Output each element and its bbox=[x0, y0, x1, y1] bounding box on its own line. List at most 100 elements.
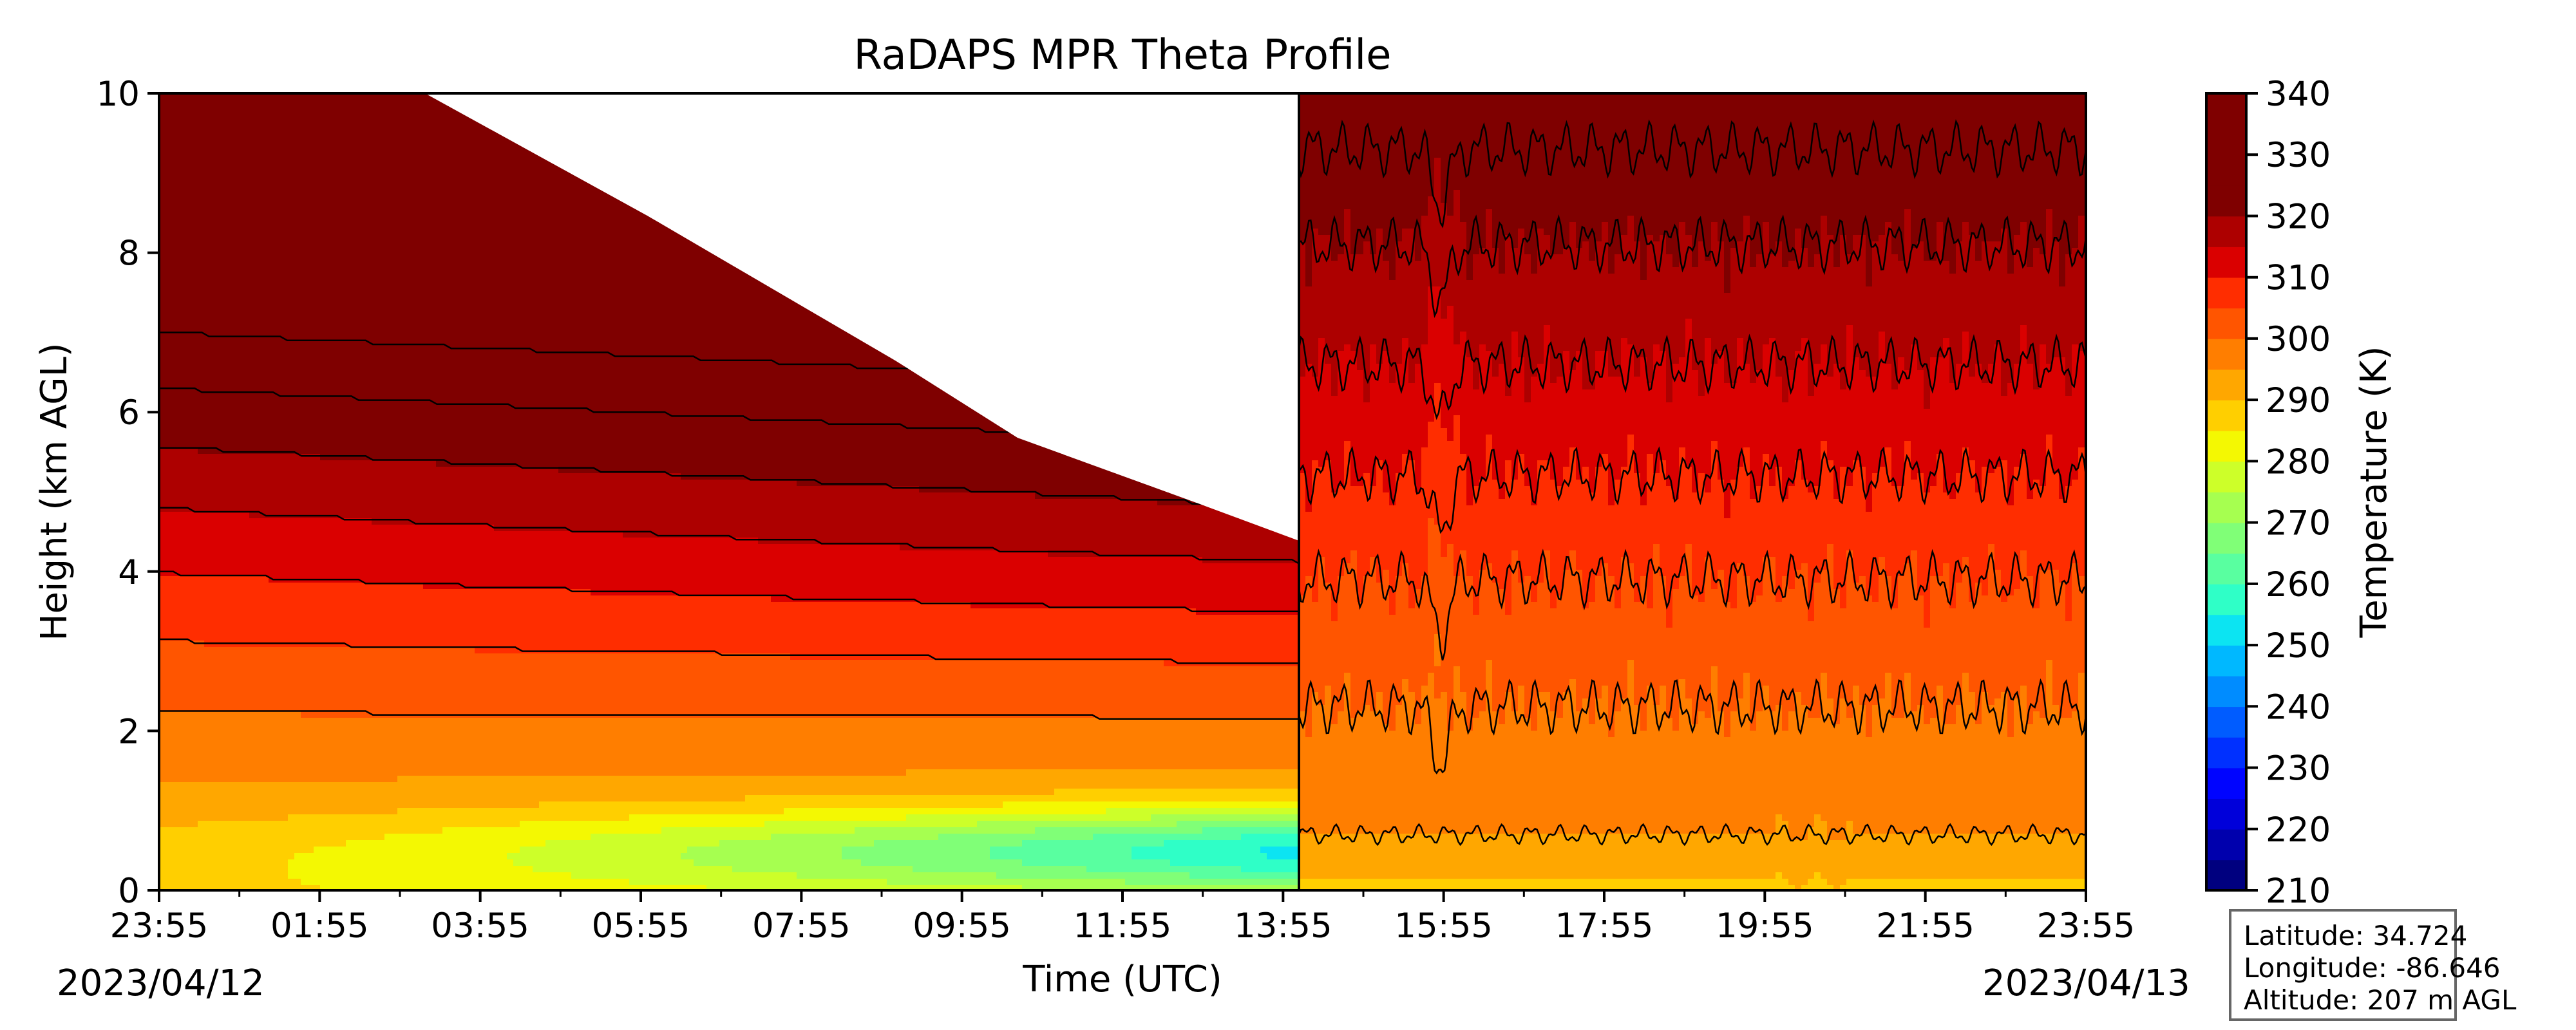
contour-cell bbox=[1795, 467, 1802, 474]
contour-cell bbox=[1615, 480, 1641, 487]
contour-cell bbox=[2040, 583, 2066, 590]
contour-cell bbox=[1299, 119, 2086, 126]
contour-cell bbox=[1821, 222, 1828, 229]
contour-cell bbox=[1911, 454, 1937, 461]
contour-cell bbox=[1891, 460, 1905, 467]
contour-cell bbox=[1505, 364, 1512, 371]
contour-cell bbox=[159, 351, 1299, 358]
contour-cell bbox=[436, 460, 1299, 467]
contour-cell bbox=[2027, 692, 2047, 699]
contour-cell bbox=[1595, 480, 1609, 487]
contour-cell bbox=[159, 615, 1299, 622]
contour-cell bbox=[1415, 718, 1422, 725]
contour-cell bbox=[1022, 885, 1299, 890]
contour-cell bbox=[2027, 454, 2047, 461]
contour-cell bbox=[2059, 254, 2066, 261]
contour-cell bbox=[1582, 377, 1596, 384]
contour-cell bbox=[1550, 370, 1564, 377]
contour-cell bbox=[1833, 563, 1847, 570]
contour-cell bbox=[1370, 389, 1435, 397]
contour-cell bbox=[1724, 286, 1731, 294]
contour-cell bbox=[1299, 280, 1306, 287]
contour-cell bbox=[1299, 344, 1319, 351]
contour-cell bbox=[1724, 731, 1731, 738]
contour-cell bbox=[1608, 486, 1615, 493]
contour-cell bbox=[1531, 383, 1583, 390]
contour-cell bbox=[1782, 576, 1789, 583]
contour-cell bbox=[1132, 853, 1267, 860]
contour-cell bbox=[1499, 711, 1506, 718]
contour-cell bbox=[1454, 718, 1467, 725]
contour-cell bbox=[159, 570, 1299, 577]
contour-cell bbox=[1782, 396, 1789, 403]
contour-cell bbox=[2020, 563, 2027, 570]
contour-cell bbox=[2001, 589, 2014, 596]
contour-cell bbox=[771, 595, 1299, 603]
contour-cell bbox=[1872, 480, 1892, 487]
contour-cell bbox=[1305, 254, 1312, 261]
contour-cell bbox=[1415, 235, 1422, 242]
contour-cell bbox=[1421, 576, 1473, 583]
contour-cell bbox=[1299, 744, 2086, 751]
contour-cell bbox=[159, 467, 559, 474]
contour-cell bbox=[1962, 357, 1969, 364]
contour-cell bbox=[1350, 686, 1403, 693]
contour-cell bbox=[1537, 370, 1551, 377]
contour-cell bbox=[2078, 222, 2085, 229]
contour-cell bbox=[1383, 692, 1403, 699]
contour-cell bbox=[1692, 705, 1712, 712]
contour-cell bbox=[2078, 229, 2085, 236]
contour-cell bbox=[1299, 679, 1345, 686]
contour-cell bbox=[1383, 357, 1390, 364]
contour-cell bbox=[2020, 344, 2027, 351]
contour-cell bbox=[2007, 267, 2014, 274]
contour-cell bbox=[1930, 608, 2066, 615]
contour-cell bbox=[1608, 351, 1622, 358]
contour-cell bbox=[2052, 467, 2079, 474]
contour-cell bbox=[1891, 222, 1905, 229]
contour-cell bbox=[1338, 583, 1358, 590]
contour-cell bbox=[1331, 389, 1338, 397]
contour-cell bbox=[1988, 589, 2002, 596]
contour-cell bbox=[1370, 563, 1377, 570]
contour-cell bbox=[1833, 467, 1841, 474]
contour-cell bbox=[1492, 673, 1628, 680]
contour-cell bbox=[1788, 583, 1795, 590]
contour-cell bbox=[1795, 698, 1802, 706]
contour-cell bbox=[1949, 370, 1956, 377]
contour-cell bbox=[372, 518, 1299, 525]
contour-cell bbox=[1666, 608, 1673, 615]
contour-cell bbox=[1640, 480, 1647, 487]
contour-cell bbox=[1692, 570, 1705, 577]
contour-cell bbox=[2059, 473, 2079, 480]
contour-cell bbox=[1866, 576, 1879, 583]
contour-cell bbox=[1421, 583, 1473, 590]
contour-cell bbox=[1454, 544, 1654, 551]
contour-cell bbox=[1479, 344, 1486, 351]
contour-cell bbox=[1415, 486, 1422, 493]
contour-cell bbox=[1788, 389, 1808, 397]
contour-cell bbox=[1827, 563, 1834, 570]
contour-cell bbox=[1795, 364, 1808, 371]
contour-cell bbox=[1299, 396, 1364, 403]
contour-cell bbox=[1299, 241, 1306, 248]
contour-cell bbox=[1402, 698, 1416, 706]
contour-cell bbox=[1325, 344, 1345, 351]
x-axis-label: Time (UTC) bbox=[1022, 959, 1222, 1000]
contour-cell bbox=[1821, 344, 1828, 351]
contour-cell bbox=[1640, 267, 1647, 274]
contour-cell bbox=[1531, 595, 1538, 603]
contour-cell bbox=[1608, 563, 1622, 570]
contour-cell bbox=[1454, 666, 1461, 673]
contour-cell bbox=[1833, 576, 1847, 583]
contour-cell bbox=[1840, 698, 1847, 706]
contour-cell bbox=[1866, 711, 1873, 718]
contour-cell bbox=[1750, 370, 1757, 377]
contour-cell bbox=[1441, 164, 2086, 171]
contour-cell bbox=[520, 821, 765, 828]
contour-cell bbox=[1589, 248, 1596, 255]
contour-cell bbox=[1891, 673, 1905, 680]
contour-cell bbox=[1486, 447, 1493, 454]
contour-cell bbox=[1441, 389, 1506, 397]
contour-cell bbox=[1608, 241, 1622, 248]
